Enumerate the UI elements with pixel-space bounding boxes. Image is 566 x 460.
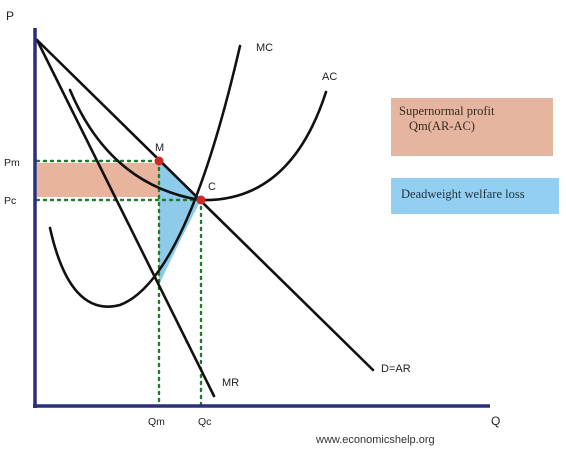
ac-label: AC [322, 71, 337, 83]
legend-supernormal-profit: Supernormal profit Qm(AR-AC) [391, 98, 553, 156]
legend-dwl-text: Deadweight welfare loss [401, 187, 525, 201]
demand-ar-curve [35, 38, 375, 372]
tick-label-qm: Qm [148, 416, 165, 428]
legend-profit-line2: Qm(AR-AC) [409, 119, 475, 133]
tick-label-qc: Qc [198, 416, 211, 428]
tick-label-pm: Pm [4, 157, 20, 169]
point-m-marker [154, 156, 164, 166]
mc-label: MC [256, 42, 273, 54]
legend-profit-line1: Supernormal profit [399, 104, 495, 118]
x-axis-label: Q [491, 414, 500, 428]
legend-deadweight-loss: Deadweight welfare loss [391, 178, 559, 214]
point-c-marker [196, 195, 206, 205]
mr-curve [35, 38, 216, 398]
tick-label-pc: Pc [4, 195, 16, 207]
supernormal-profit-area [37, 163, 159, 197]
source-credit: www.economicshelp.org [315, 434, 435, 446]
point-c-label: C [208, 181, 216, 193]
mc-curve [48, 44, 242, 308]
point-m-label: M [155, 142, 164, 154]
demand-label: D=AR [381, 363, 411, 375]
mr-label: MR [222, 377, 239, 389]
y-axis-label: P [6, 9, 14, 23]
